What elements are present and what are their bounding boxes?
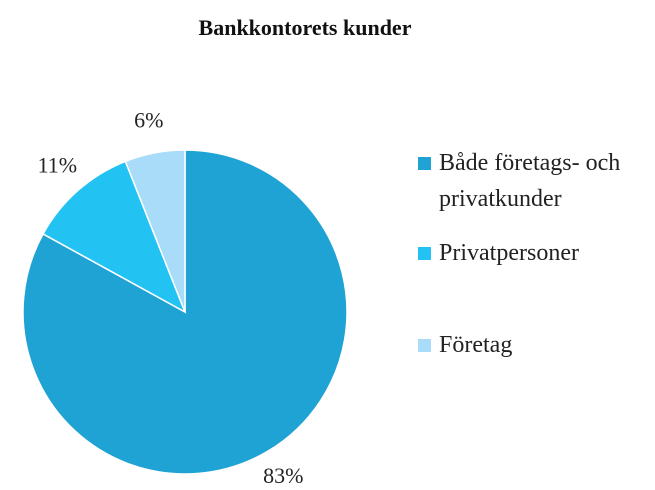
legend-item: Privatpersoner [418,235,643,271]
data-label: 11% [38,152,78,177]
legend-swatch [418,339,431,352]
chart-title: Bankkontorets kunder [199,15,412,40]
data-label: 83% [263,463,303,488]
legend-label: Privatpersoner [439,240,579,266]
legend-swatch [418,247,431,260]
pie-slice [42,160,187,314]
legend-label: Både företags- och privatkunder [439,150,621,212]
legend-label: Företag [439,332,513,358]
legend-item: Företag [418,327,643,363]
data-label: 6% [134,107,163,132]
legend-item: Både företags- och privatkunder [418,145,643,217]
pie-slice [124,149,186,313]
legend-swatch [418,157,431,170]
